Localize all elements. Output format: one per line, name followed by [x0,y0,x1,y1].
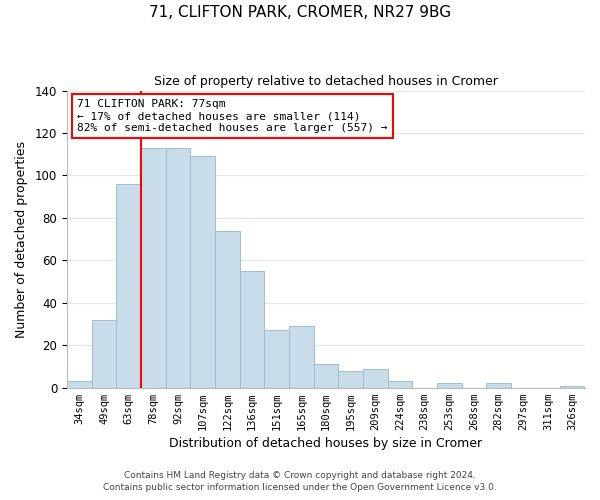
Text: 71, CLIFTON PARK, CROMER, NR27 9BG: 71, CLIFTON PARK, CROMER, NR27 9BG [149,5,451,20]
Y-axis label: Number of detached properties: Number of detached properties [15,140,28,338]
Bar [289,326,314,388]
Title: Size of property relative to detached houses in Cromer: Size of property relative to detached ho… [154,75,498,88]
Bar [560,386,585,388]
Bar [338,370,363,388]
Bar [437,384,461,388]
Bar [388,382,412,388]
Bar [67,382,92,388]
Text: 71 CLIFTON PARK: 77sqm
← 17% of detached houses are smaller (114)
82% of semi-de: 71 CLIFTON PARK: 77sqm ← 17% of detached… [77,100,388,132]
X-axis label: Distribution of detached houses by size in Cromer: Distribution of detached houses by size … [169,437,482,450]
Bar [363,368,388,388]
Bar [141,148,166,388]
Bar [215,230,239,388]
Bar [314,364,338,388]
Bar [92,320,116,388]
Bar [265,330,289,388]
Text: Contains HM Land Registry data © Crown copyright and database right 2024.
Contai: Contains HM Land Registry data © Crown c… [103,471,497,492]
Bar [487,384,511,388]
Bar [166,148,190,388]
Bar [239,271,265,388]
Bar [116,184,141,388]
Bar [190,156,215,388]
